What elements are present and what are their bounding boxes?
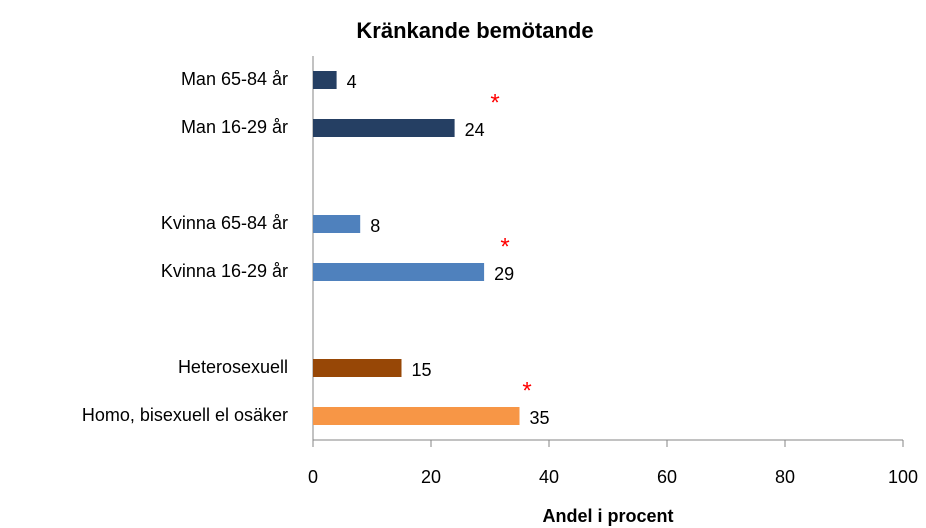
chart-title: Kränkande bemötande	[356, 18, 593, 43]
bar	[313, 215, 361, 233]
y-tick-label: Homo, bisexuell el osäker	[82, 405, 288, 425]
x-tick-label: 60	[657, 467, 677, 487]
y-tick-label: Kvinna 16-29 år	[161, 261, 288, 281]
x-tick-label: 100	[888, 467, 918, 487]
significance-marker: *	[490, 89, 499, 116]
x-tick-label: 20	[421, 467, 441, 487]
value-label: 15	[412, 360, 432, 380]
bar	[313, 407, 520, 425]
bar	[313, 71, 337, 89]
value-label: 29	[494, 264, 514, 284]
x-tick-label: 80	[775, 467, 795, 487]
value-label: 24	[465, 120, 485, 140]
bar	[313, 263, 485, 281]
y-tick-label: Heterosexuell	[178, 357, 288, 377]
y-tick-label: Man 16-29 år	[181, 117, 288, 137]
y-tick-label: Man 65-84 år	[181, 69, 288, 89]
significance-marker: *	[522, 377, 531, 404]
significance-marker: *	[500, 233, 509, 260]
x-tick-label: 0	[308, 467, 318, 487]
x-axis-title: Andel i procent	[542, 506, 673, 526]
value-label: 8	[370, 216, 380, 236]
x-tick-label: 40	[539, 467, 559, 487]
value-label: 35	[530, 408, 550, 428]
bar	[313, 119, 455, 137]
y-tick-label: Kvinna 65-84 år	[161, 213, 288, 233]
bar	[313, 359, 402, 377]
value-label: 4	[347, 72, 357, 92]
